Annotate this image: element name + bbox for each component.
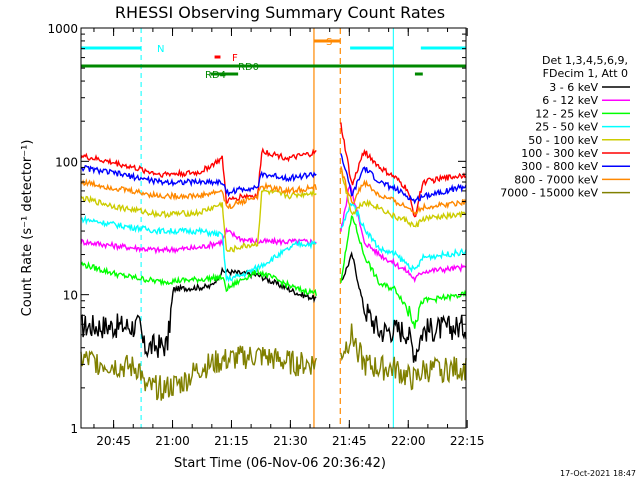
status-label-s: S bbox=[326, 37, 332, 48]
legend-entry-label: 7000 - 15000 keV bbox=[500, 187, 598, 200]
series-line bbox=[80, 215, 467, 329]
status-label-f: F bbox=[232, 53, 238, 64]
x-tick-label: 20:45 bbox=[96, 434, 131, 448]
series-line bbox=[80, 166, 467, 216]
x-tick-label: 22:15 bbox=[450, 434, 485, 448]
legend-entry-label: 100 - 300 keV bbox=[521, 147, 598, 160]
legend-entry-label: 12 - 25 keV bbox=[535, 107, 598, 120]
x-tick-label: 21:15 bbox=[214, 434, 249, 448]
legend-entry-label: 300 - 800 keV bbox=[521, 160, 598, 173]
legend-entry-label: 800 - 7000 keV bbox=[514, 173, 598, 186]
x-axis-label: Start Time (06-Nov-06 20:36:42) bbox=[174, 456, 386, 471]
plot-frame bbox=[80, 27, 467, 429]
series-line bbox=[80, 122, 467, 218]
status-label-rd4: RD4 bbox=[205, 70, 226, 81]
legend-entry-label: 6 - 12 keV bbox=[542, 94, 598, 107]
series-line bbox=[80, 153, 467, 205]
status-label-n: N bbox=[157, 44, 164, 55]
legend-entry-label: 3 - 6 keV bbox=[549, 81, 598, 94]
y-tick-label: 10 bbox=[63, 289, 78, 303]
series-line bbox=[80, 201, 467, 283]
y-tick-label: 1000 bbox=[47, 22, 78, 36]
series-line bbox=[80, 184, 466, 284]
footer-date: 17-Oct-2021 18:47 bbox=[560, 469, 636, 478]
x-tick-label: 21:45 bbox=[332, 434, 367, 448]
x-tick-label: 21:30 bbox=[273, 434, 308, 448]
legend-header: FDecim 1, Att 0 bbox=[543, 67, 628, 80]
legend-entry-label: 50 - 100 keV bbox=[528, 134, 598, 147]
status-label-rd0: RD0 bbox=[238, 62, 259, 73]
y-axis-label: Count Rate (s⁻¹ detector⁻¹) bbox=[20, 140, 35, 317]
series-line bbox=[80, 323, 467, 401]
legend-entry-label: 25 - 50 keV bbox=[535, 121, 598, 134]
y-tick-label: 1 bbox=[70, 422, 78, 436]
series-line bbox=[80, 250, 467, 363]
legend-header: Det 1,3,4,5,6,9, bbox=[542, 54, 628, 67]
legend: Det 1,3,4,5,6,9,FDecim 1, Att 03 - 6 keV… bbox=[500, 54, 630, 200]
x-tick-label: 21:00 bbox=[155, 434, 190, 448]
y-tick-label: 100 bbox=[55, 155, 78, 169]
series-line bbox=[80, 170, 467, 253]
chart-title: RHESSI Observing Summary Count Rates bbox=[115, 3, 445, 22]
x-tick-label: 22:00 bbox=[391, 434, 426, 448]
